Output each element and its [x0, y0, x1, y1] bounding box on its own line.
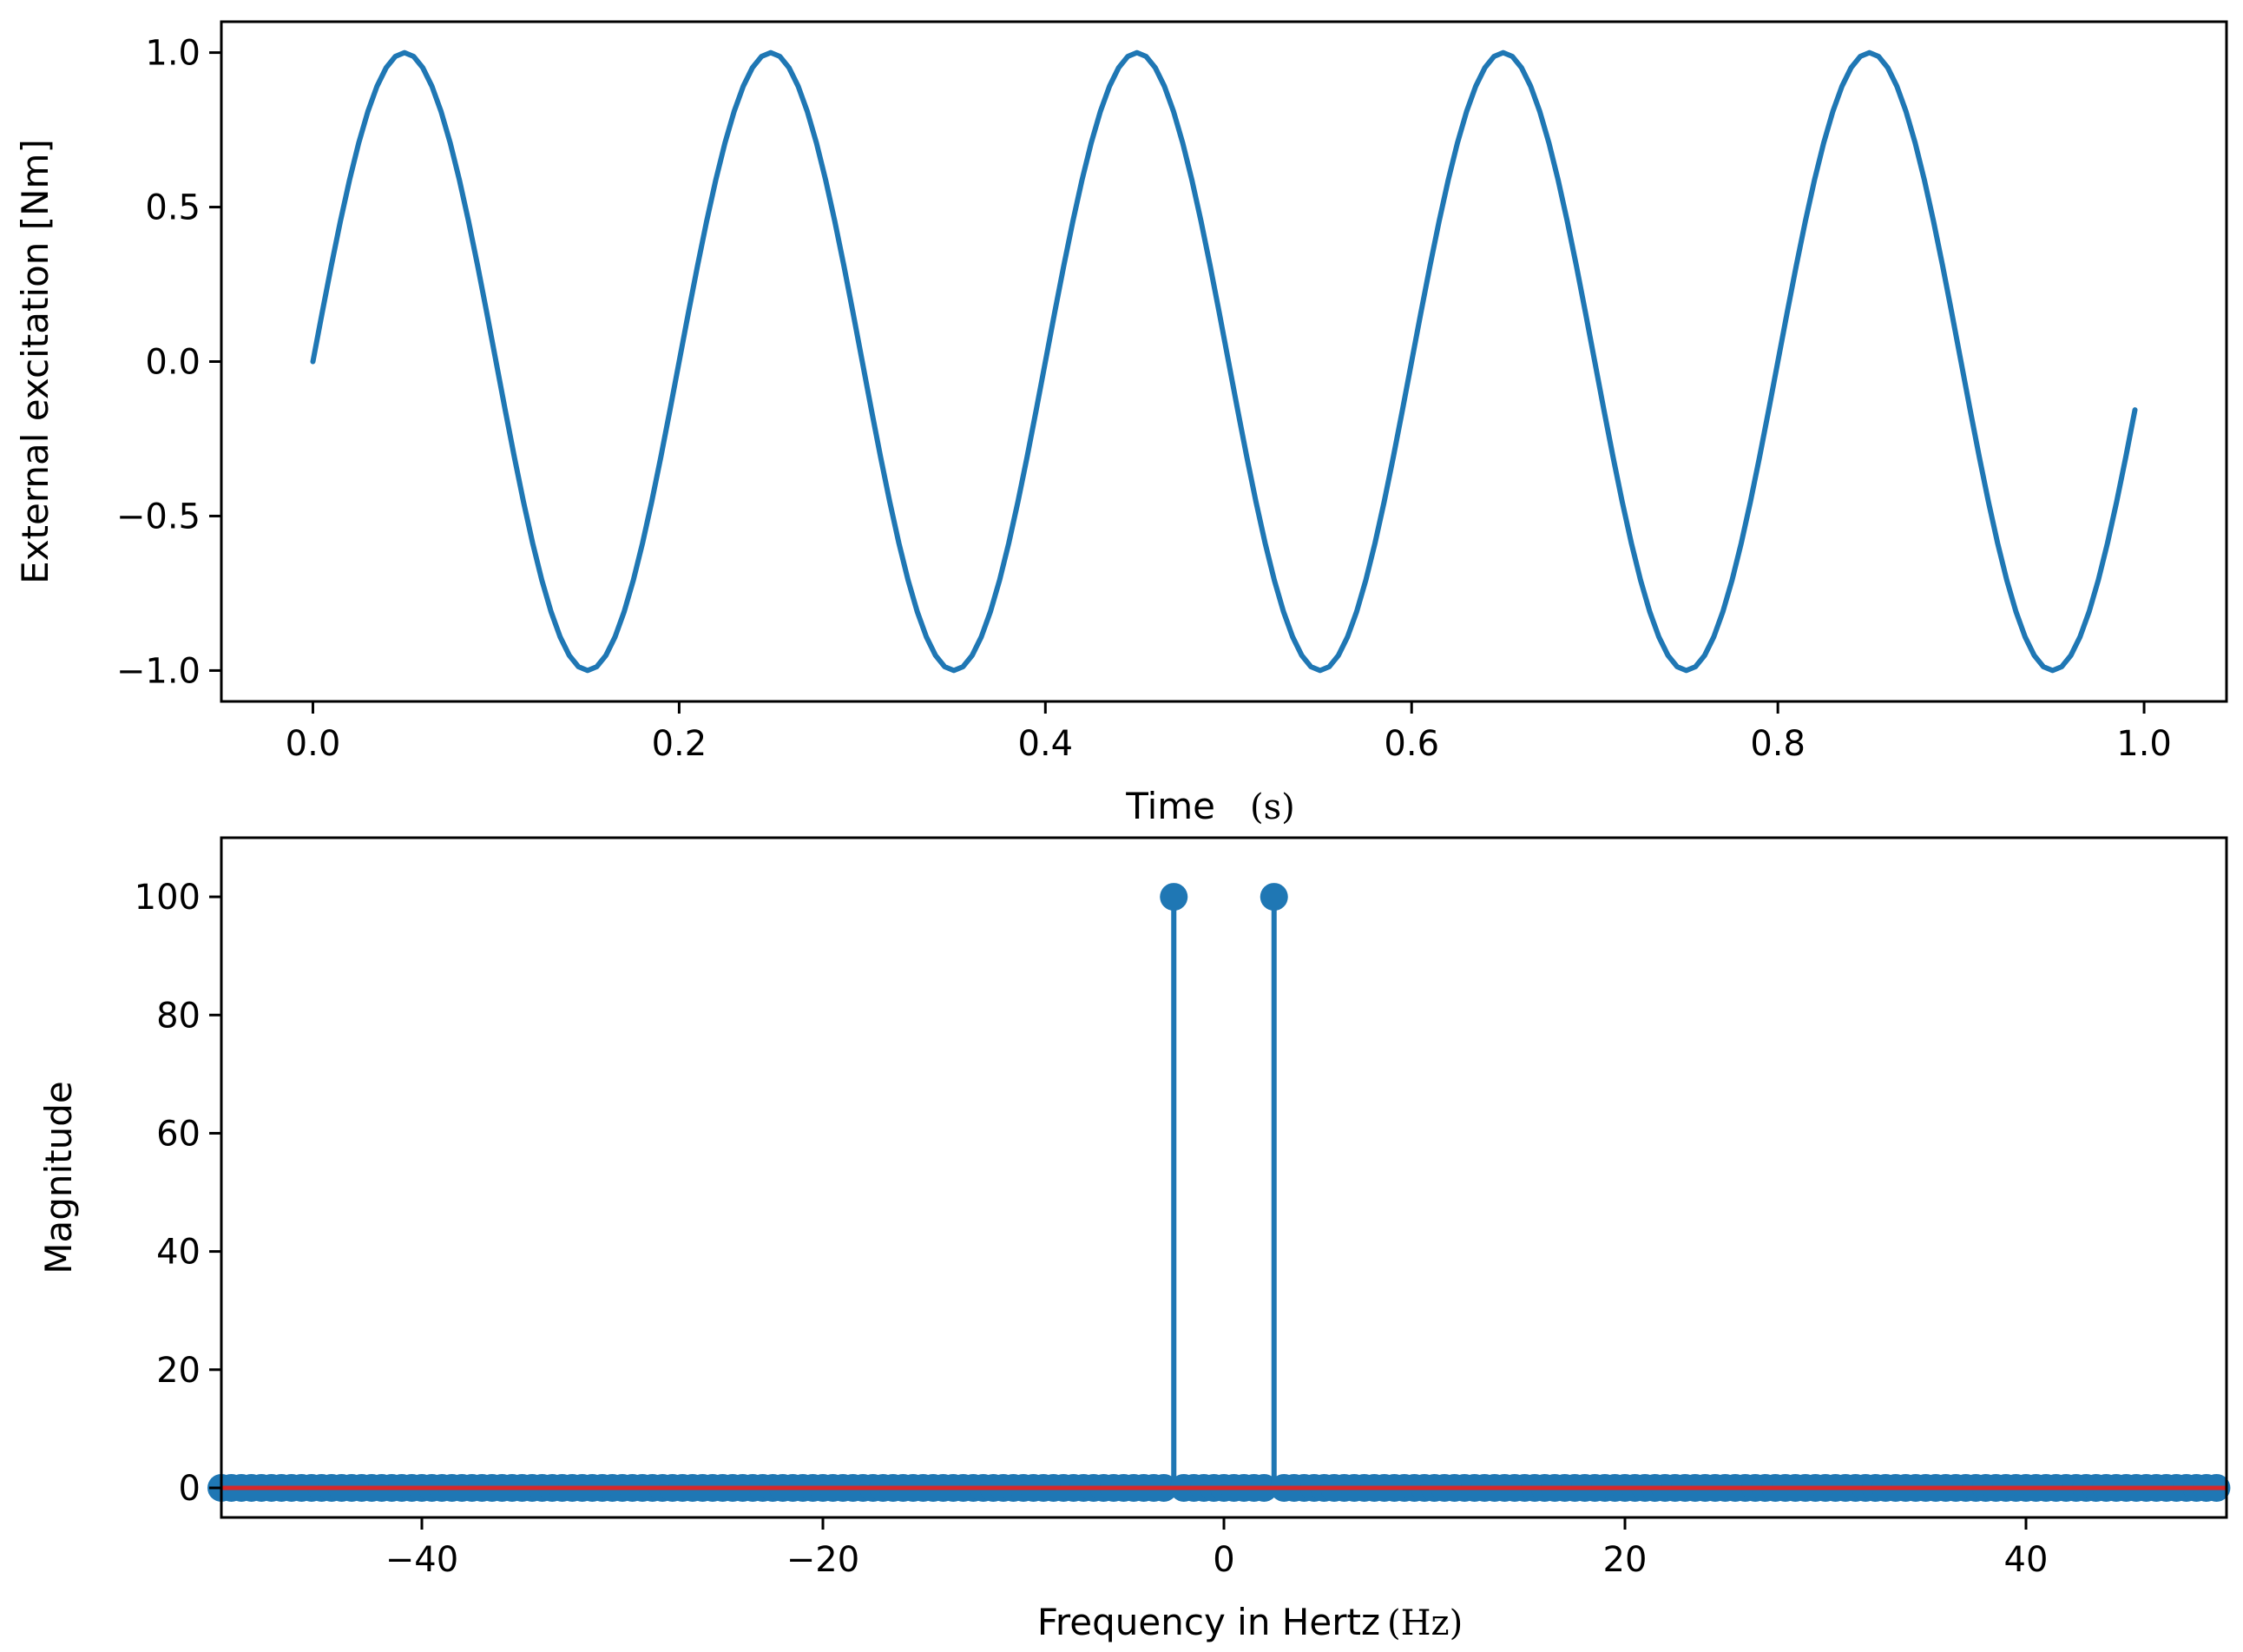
- frequency-x-ticks: −40 −20 0 20 40: [385, 1517, 2049, 1580]
- time-x-tick-label: 0.2: [652, 724, 707, 764]
- time-x-tick-label: 1.0: [2116, 724, 2172, 764]
- peak-marker: [1160, 883, 1188, 912]
- time-x-tick-label: 0.6: [1384, 724, 1439, 764]
- excitation-series: [310, 49, 2138, 674]
- time-domain-plot: 0.0 0.2 0.4 0.6 0.8 1.0 1.0 0.5 0.0 −0.5 −1.0 Tim…: [14, 20, 2228, 827]
- frequency-y-tick-label: 20: [156, 1351, 201, 1391]
- frequency-y-axis-label: Magnitude: [37, 1081, 80, 1274]
- frequency-x-tick-label: 20: [1603, 1540, 1648, 1580]
- time-x-tick-label: 0.0: [286, 724, 341, 764]
- peak-marker: [1260, 883, 1288, 912]
- frequency-y-tick-label: 0: [179, 1469, 201, 1509]
- time-plot-frame: [220, 20, 2228, 703]
- frequency-x-tick-label: 40: [2004, 1540, 2049, 1580]
- time-y-axis-label: External excitation [Nm]: [14, 139, 56, 584]
- time-y-ticks: 1.0 0.5 0.0 −0.5 −1.0: [116, 34, 221, 691]
- time-y-tick-label: −1.0: [116, 651, 201, 691]
- frequency-x-tick-label: −40: [385, 1540, 458, 1580]
- frequency-x-tick-label: −20: [786, 1540, 859, 1580]
- time-y-tick-label: 1.0: [145, 34, 201, 74]
- frequency-x-axis-label: Frequency in Hertz: [1037, 1601, 1380, 1643]
- frequency-y-tick-label: 60: [156, 1114, 201, 1154]
- time-x-ticks: 0.0 0.2 0.4 0.6 0.8 1.0: [286, 701, 2172, 764]
- time-x-tick-label: 0.4: [1018, 724, 1074, 764]
- frequency-y-ticks: 100 80 60 40 20 0: [135, 878, 221, 1509]
- time-y-tick-label: −0.5: [116, 497, 201, 536]
- excitation-line: [310, 49, 2138, 674]
- frequency-x-axis-unit: (Hz): [1387, 1603, 1463, 1643]
- time-y-tick-label: 0.5: [145, 188, 201, 228]
- frequency-domain-plot: −40 −20 0 20 40 100 80 60 40 20 0 Frequency in He…: [37, 836, 2231, 1643]
- magnitude-stems: [207, 883, 2231, 1502]
- time-x-axis-unit: (s): [1250, 787, 1295, 827]
- frequency-y-tick-label: 100: [135, 878, 201, 918]
- frequency-y-tick-label: 80: [156, 996, 201, 1036]
- frequency-x-tick-label: 0: [1213, 1540, 1234, 1580]
- frequency-y-tick-label: 40: [156, 1233, 201, 1273]
- time-x-tick-label: 0.8: [1750, 724, 1806, 764]
- time-x-axis-label: Time: [1125, 785, 1215, 827]
- frequency-plot-frame: [220, 836, 2228, 1519]
- time-y-tick-label: 0.0: [145, 343, 201, 383]
